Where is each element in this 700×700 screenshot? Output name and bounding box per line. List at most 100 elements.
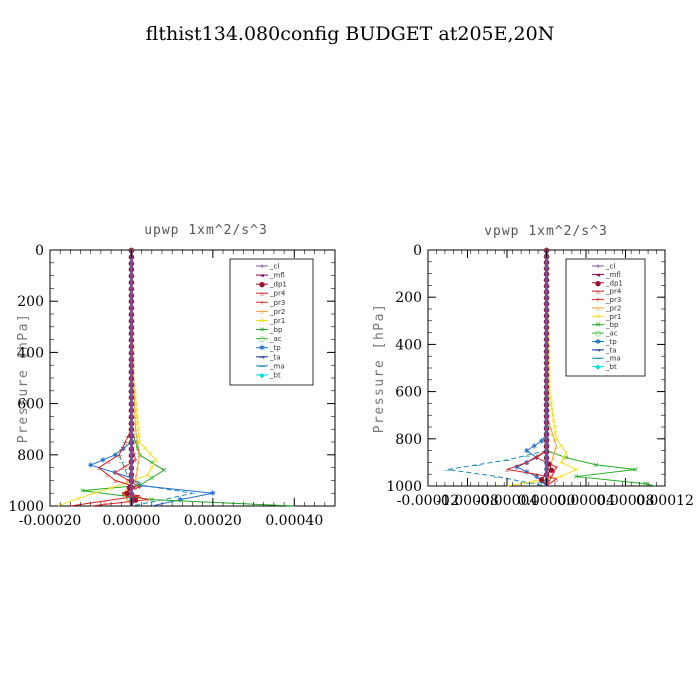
vpwp-legend-label: _dp1 [605,279,623,287]
upwp-marker-cl: + [128,330,134,338]
vpwp-marker-cl: + [544,406,550,414]
upwp-marker-bp: ✕ [133,439,139,447]
upwp-marker-cl: + [128,311,134,319]
upwp-marker-pr2: ▵ [134,426,138,434]
upwp-marker-pr2: ▵ [133,413,137,421]
upwp-legend-label: _dp1 [269,281,287,289]
vpwp-marker-cl: + [544,347,550,355]
vpwp-marker-cl: + [544,424,550,432]
upwp-marker-bp: ✕ [149,459,155,467]
upwp-marker-cl: + [128,426,134,434]
vpwp-marker-pr3: ▿ [535,454,539,462]
vpwp-marker-dp1: ● [539,475,545,483]
upwp-marker-pr2: ▵ [132,387,136,395]
upwp-marker-cl: + [128,432,134,440]
upwp-marker-cl: + [128,407,134,415]
upwp-marker-pr4: ▵ [124,439,128,447]
upwp-legend-marker: ▵ [260,290,264,298]
vpwp-marker-cl: + [544,306,550,314]
upwp-legend-marker: ◆ [259,371,265,379]
upwp-legend-marker: ◂ [260,272,264,280]
upwp-marker-pr1: ✕ [92,490,98,498]
upwp-legend-label: _pr1 [269,317,285,325]
upwp-marker-cl: + [128,381,134,389]
upwp-marker-cl: + [128,279,134,287]
upwp-ytick-label: 0 [35,243,44,259]
upwp-legend-label: _ac [269,335,282,343]
vpwp-marker-cl: + [544,400,550,408]
upwp-marker-cl: + [128,349,134,357]
upwp-marker-cl: + [128,451,134,459]
vpwp-marker-pr1: ✕ [558,473,564,481]
upwp-marker-pr4: ▵ [113,477,117,485]
upwp-marker-cl: + [128,387,134,395]
upwp-marker-pr2: ▵ [134,477,138,485]
upwp-marker-tp: ✱ [137,482,143,490]
vpwp-marker-cl: + [544,264,550,272]
vpwp-legend-label: _pr4 [605,288,622,296]
vpwp-marker-cl: + [544,388,550,396]
vpwp-legend-label: _pr1 [605,313,621,321]
vpwp-marker-cl: + [544,270,550,278]
vpwp-marker-pr1: ✕ [546,382,552,390]
vpwp-marker-pr1: ✕ [552,424,558,432]
vpwp-marker-cl: + [544,447,550,455]
vpwp-ytick-label: 600 [395,385,422,401]
upwp-marker-cl: + [128,343,134,351]
vpwp-legend-marker: ◂ [596,271,600,279]
vpwp-xtick-label: 0.00012 [636,493,694,509]
upwp-marker-cl: + [128,272,134,280]
vpwp-marker-tp: ✱ [539,438,545,446]
upwp-legend: + _cl ◂ _mfl ● _dp1 ▵ _pr4 ▿ _pr3 ▵ _pr2 ✕ _pr1 ✕ _bp ○ _… [229,258,314,386]
upwp-marker-ma: — [124,472,131,480]
vpwp-marker-pr4: ▵ [535,453,539,461]
vpwp-marker-pr2: ▵ [549,424,553,432]
upwp-marker-ma: — [121,465,128,473]
vpwp-legend-label: _ac [605,330,618,338]
upwp-axes: -0.00020 0.00000 0.00020 0.00040 0 200 400 600 8… [8,243,335,529]
upwp-marker-bp: ✕ [135,445,141,453]
vpwp-marker-pr2: ▵ [553,436,557,444]
upwp-marker-cl: + [128,291,134,299]
vpwp-marker-cl: + [544,429,550,437]
upwp-marker-pr2: ▵ [131,336,135,344]
vpwp-marker-pr1: ✕ [546,365,552,373]
upwp-series-pr4 [70,250,140,507]
upwp-marker-pr1: ✕ [149,464,155,472]
upwp-marker-pr3: ▿ [146,496,150,504]
vpwp-marker-pr2: ▵ [546,477,550,485]
upwp-legend-label: _mfl [269,272,285,280]
vpwp-marker-cl: + [544,453,550,461]
upwp-marker-pr2: ▵ [135,471,139,479]
upwp-xtick-label: 0.00040 [265,513,323,529]
vpwp-marker-ma: — [523,452,530,460]
upwp-marker-pr2: ▵ [133,419,137,427]
vpwp-marker-pr1: ✕ [531,478,537,486]
upwp-marker-pr1: ✕ [132,387,138,395]
vpwp-xtick-label: -0.00008 [436,493,499,509]
upwp-legend-marker: ✱ [259,344,265,352]
vpwp-marker-pr3: ▿ [550,473,554,481]
vpwp-xtick-label: -0.00004 [476,493,539,509]
upwp-marker-pr3: ▿ [132,450,136,458]
vpwp-marker-cl: + [544,441,550,449]
upwp-marker-pr4: ▵ [122,490,126,498]
vpwp-legend-label: _tp [605,338,617,346]
upwp-legend-label: _bt [269,371,281,379]
vpwp-series-pr1 [506,249,578,487]
vpwp-legend-label: _bt [605,363,617,371]
vpwp-marker-dp1: ● [548,466,554,474]
upwp-marker-pr1: ✕ [137,439,143,447]
upwp-marker-pr3: ▿ [113,469,117,477]
vpwp-legend-marker: ● [595,279,601,287]
vpwp-marker-cl: + [544,294,550,302]
vpwp-marker-pr1: ✕ [547,394,553,402]
upwp-marker-pr1: ✕ [108,485,114,493]
upwp-marker-pr3: ▿ [134,456,138,464]
upwp-panel: upwp 1xm^2/s^3 Pressure [hPa] ◆◆◆◆◆◆◆◆◆◆… [8,223,336,529]
vpwp-marker-ma: — [504,457,511,465]
vpwp-marker-pr1: ✕ [561,454,567,462]
upwp-marker-pr1: ✕ [133,400,139,408]
vpwp-marker-pr1: ✕ [563,449,569,457]
vpwp-ytick-label: 1000 [386,479,422,495]
